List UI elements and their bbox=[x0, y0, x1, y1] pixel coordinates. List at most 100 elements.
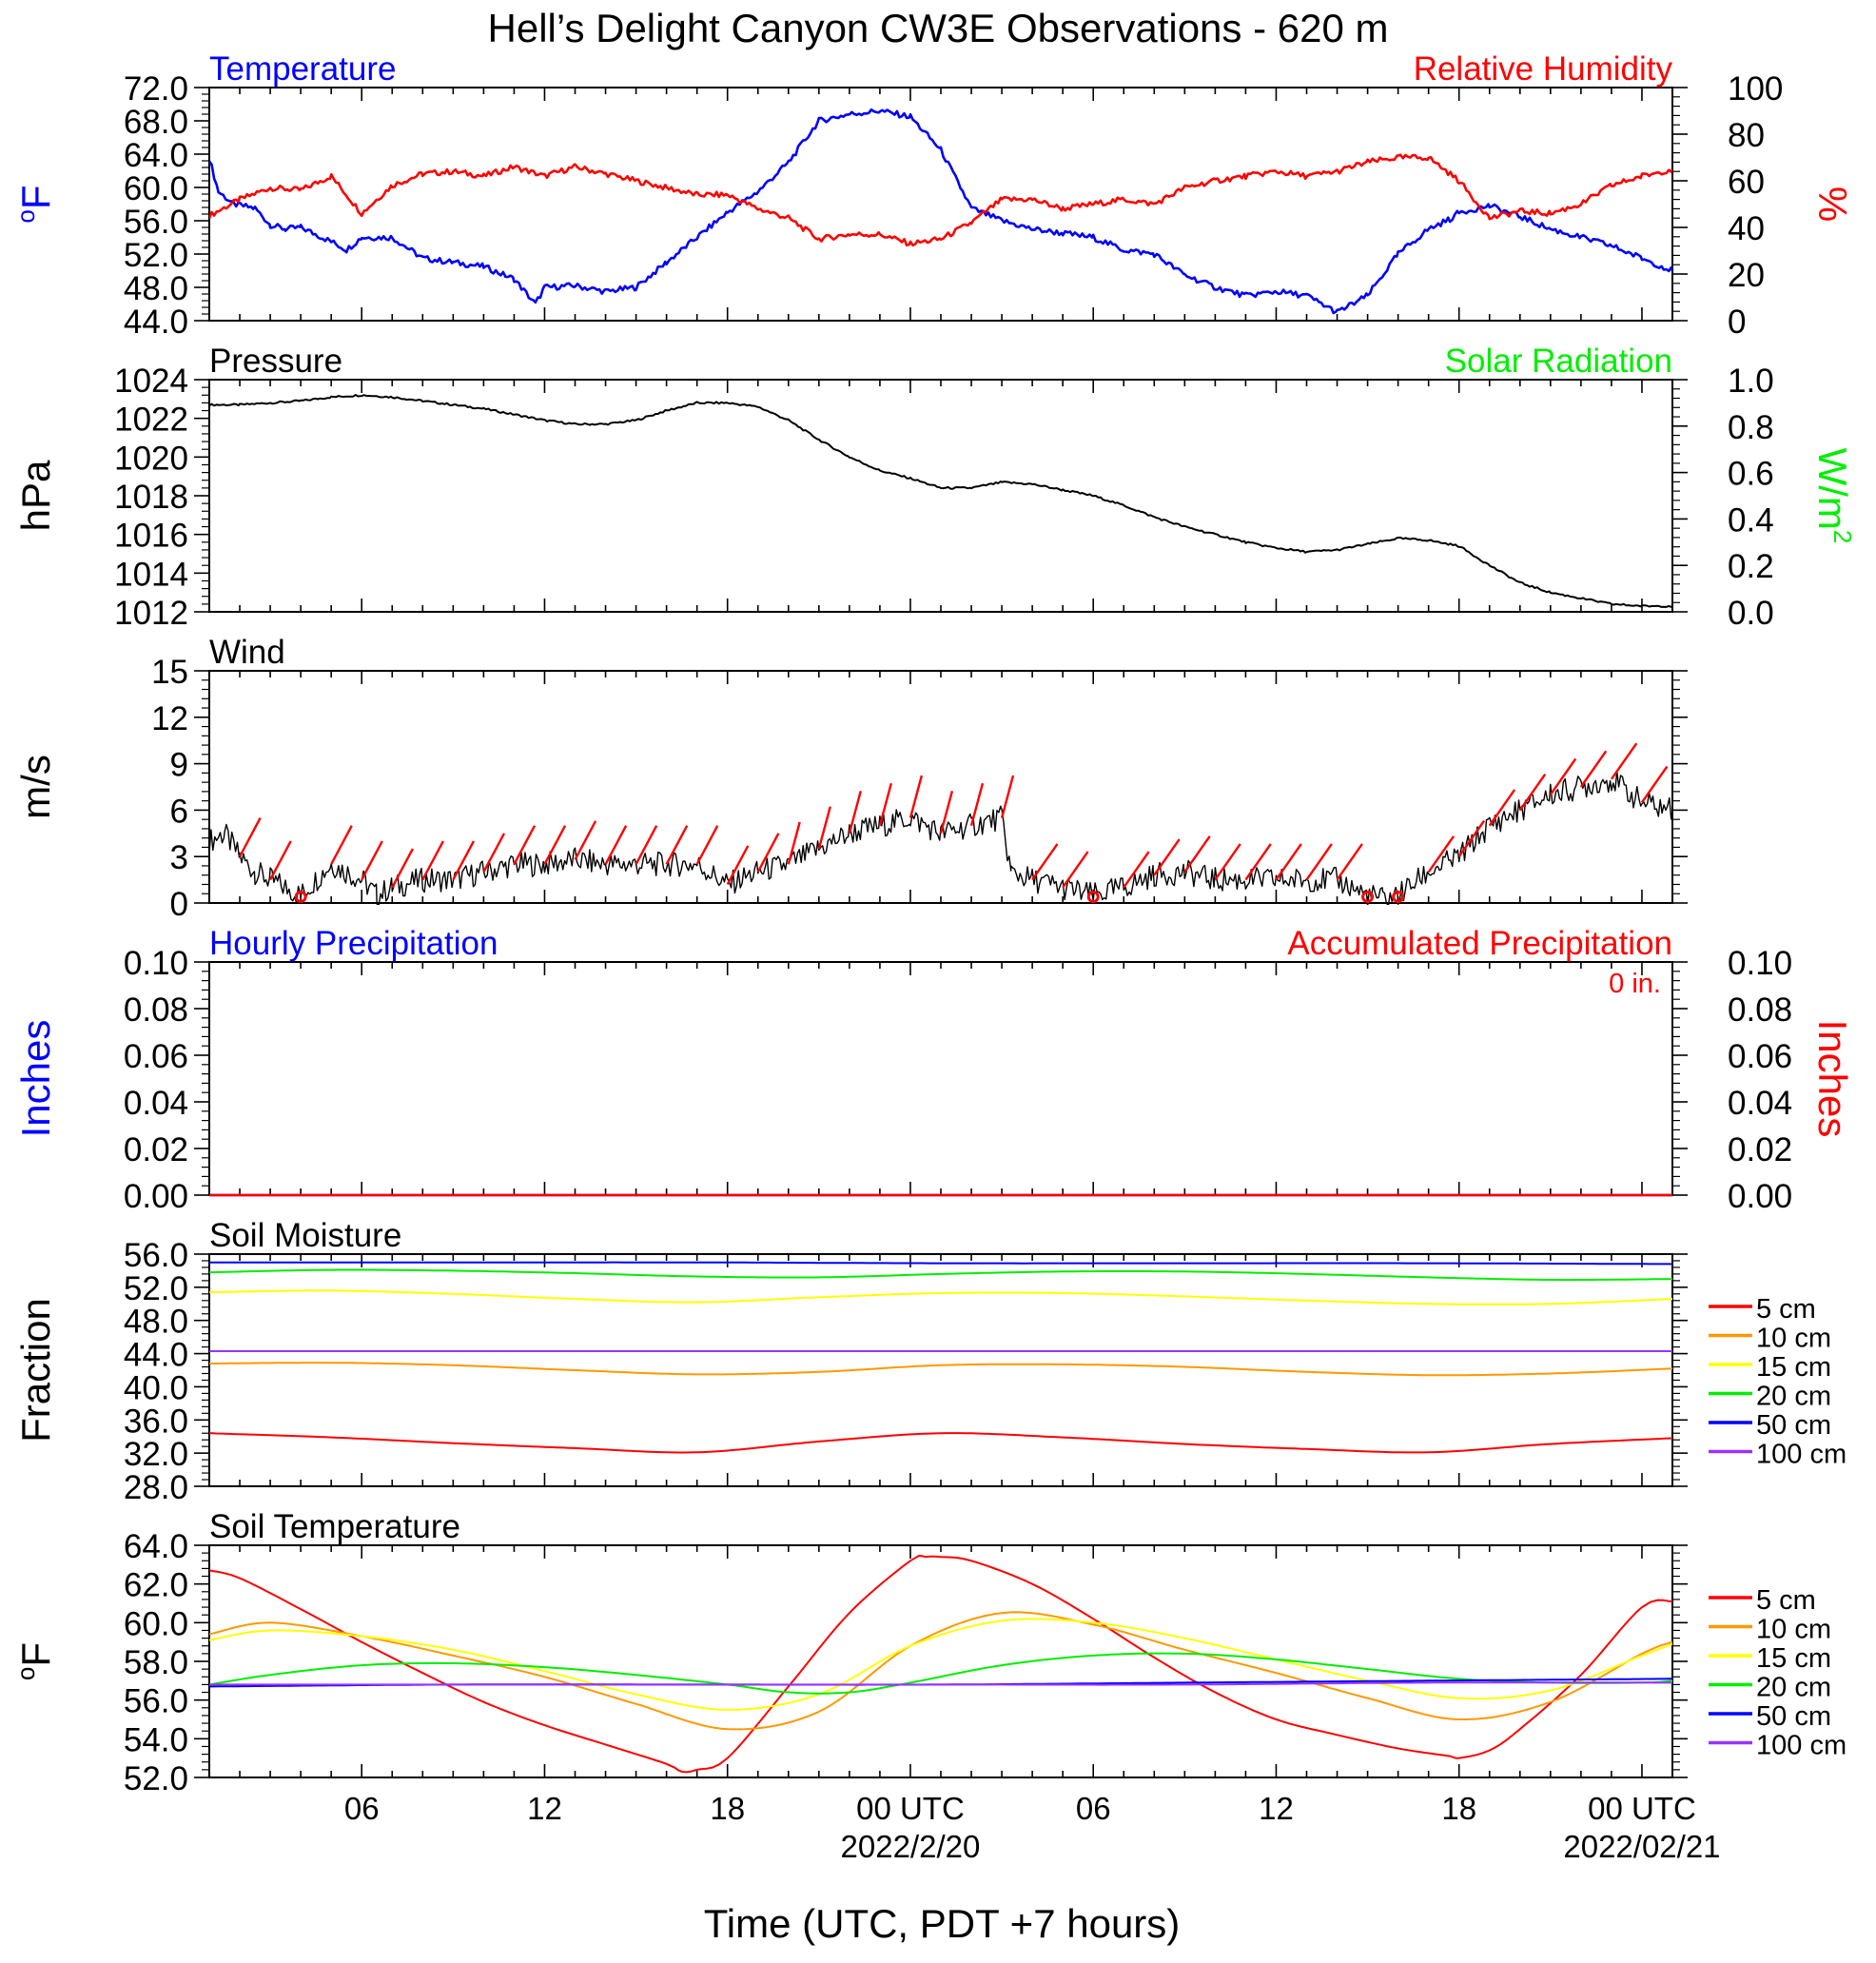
x-tick-label: 00 UTC bbox=[856, 1791, 965, 1826]
wind-barb bbox=[421, 840, 444, 881]
y-tick-label-left: 0.00 bbox=[124, 1178, 188, 1215]
wind-barb bbox=[1183, 835, 1211, 874]
unit-text: F bbox=[13, 1642, 58, 1667]
x-tick-label: 06 bbox=[1076, 1791, 1111, 1826]
panel-title-left: Hourly Precipitation bbox=[209, 925, 498, 962]
unit-superscript: 2 bbox=[1828, 530, 1857, 543]
wind-barb bbox=[269, 840, 292, 881]
wind-barb bbox=[1610, 742, 1638, 780]
x-tick-label: 18 bbox=[710, 1791, 745, 1826]
wind-barb bbox=[1518, 774, 1547, 812]
wind-barb bbox=[238, 817, 262, 857]
series-line-100-cm bbox=[209, 1681, 1672, 1686]
legend-label: 50 cm bbox=[1756, 1410, 1831, 1441]
series-line-5-cm bbox=[209, 1432, 1672, 1454]
y-tick-label-right: 0.00 bbox=[1728, 1178, 1792, 1215]
wind-barb bbox=[1305, 843, 1333, 881]
y-tick-label-right: 0.02 bbox=[1728, 1131, 1792, 1168]
y-axis-unit-left: Inches bbox=[13, 1020, 58, 1138]
y-tick-label-right: 60 bbox=[1728, 164, 1765, 201]
wind-barb bbox=[1640, 765, 1669, 803]
legend-label: 5 cm bbox=[1756, 1585, 1816, 1616]
panel-title-left: Soil Moisture bbox=[209, 1217, 401, 1254]
y-tick-label-right: 0 bbox=[1728, 304, 1746, 341]
legend-label: 15 cm bbox=[1756, 1643, 1831, 1674]
y-tick-label-right: 0.10 bbox=[1728, 945, 1792, 982]
wind-barb bbox=[1427, 835, 1456, 874]
y-tick-label-left: 36.0 bbox=[124, 1403, 188, 1440]
wind-barb bbox=[1244, 843, 1272, 881]
plot-frame bbox=[208, 961, 1673, 1196]
y-tick-label-left: 12 bbox=[151, 700, 188, 737]
y-tick-label-left: 1022 bbox=[114, 402, 188, 439]
panel-wind: 15 12 9 6 3 0 Wind m/s bbox=[13, 634, 1688, 923]
y-tick-label-left: 48.0 bbox=[124, 1304, 188, 1341]
legend-label: 20 cm bbox=[1756, 1673, 1831, 1703]
series-line-50-cm bbox=[209, 1261, 1672, 1266]
y-tick-label-right: 20 bbox=[1728, 257, 1765, 294]
x-date-label: 2022/02/21 bbox=[1563, 1829, 1720, 1864]
y-tick-label-left: 32.0 bbox=[124, 1436, 188, 1473]
y-axis-unit-left: oF bbox=[11, 1642, 58, 1680]
y-tick-label-left: 0.04 bbox=[124, 1085, 188, 1122]
wind-barb bbox=[1123, 851, 1150, 889]
y-tick-label-left: 62.0 bbox=[124, 1567, 188, 1604]
panel-title-right: Solar Radiation bbox=[1445, 343, 1672, 380]
wind-barb bbox=[695, 825, 719, 865]
y-tick-label-left: 64.0 bbox=[124, 1528, 188, 1565]
wind-barb bbox=[909, 775, 924, 818]
legend-label: 15 cm bbox=[1756, 1352, 1831, 1383]
wind-barb bbox=[939, 791, 954, 834]
legend-label: 20 cm bbox=[1756, 1382, 1831, 1412]
series-group bbox=[209, 108, 1672, 315]
y-tick-label-left: 56.0 bbox=[124, 1237, 188, 1274]
series-line-15-cm bbox=[209, 1289, 1672, 1305]
series-line-20-cm bbox=[209, 1268, 1672, 1282]
y-tick-label-left: 1020 bbox=[114, 440, 188, 477]
panel-soil_moisture: 56.052.048.044.040.036.032.028.0 Soil Moi… bbox=[13, 1217, 1847, 1506]
calm-wind-circle bbox=[294, 890, 307, 903]
x-tick-label: 12 bbox=[1259, 1791, 1294, 1826]
calm-wind-circle bbox=[1392, 890, 1405, 903]
wind-barb bbox=[878, 782, 892, 826]
y-axis-unit-left: Fraction bbox=[13, 1298, 58, 1443]
panel-title-right: Relative Humidity bbox=[1414, 50, 1673, 88]
y-axis-unit-left: m/s bbox=[13, 755, 58, 819]
accumulated-total-label: 0 in. bbox=[1609, 969, 1661, 999]
y-tick-label-right: 0.06 bbox=[1728, 1038, 1792, 1075]
legend-label: 100 cm bbox=[1756, 1731, 1847, 1761]
y-tick-label-left: 56.0 bbox=[124, 204, 188, 241]
wind-barb bbox=[1488, 789, 1516, 827]
legend-label: 10 cm bbox=[1756, 1615, 1831, 1645]
wind-barb bbox=[1062, 851, 1089, 889]
legend-label: 100 cm bbox=[1756, 1440, 1847, 1470]
y-axis-unit-right: W/m2 bbox=[1810, 448, 1857, 544]
panel-title-right: Accumulated Precipitation bbox=[1287, 925, 1672, 962]
x-axis-label: Time (UTC, PDT +7 hours) bbox=[704, 1901, 1181, 1946]
y-tick-label-left: 1024 bbox=[114, 363, 188, 400]
y-tick-label-left: 44.0 bbox=[124, 304, 188, 341]
unit-degree-prefix: o bbox=[11, 1667, 40, 1680]
y-tick-label-left: 0.08 bbox=[124, 991, 188, 1029]
y-tick-label-right: 0.04 bbox=[1728, 1085, 1792, 1122]
y-tick-label-right: 0.2 bbox=[1728, 548, 1774, 585]
wind-barb bbox=[361, 840, 383, 881]
wind-barb bbox=[330, 825, 353, 865]
y-tick-label-left: 3 bbox=[170, 839, 188, 876]
wind-barb bbox=[391, 848, 414, 889]
series-line-10-cm bbox=[209, 1362, 1672, 1377]
y-tick-label-left: 68.0 bbox=[124, 104, 188, 141]
y-tick-label-right: 80 bbox=[1728, 117, 1765, 154]
y-tick-label-left: 64.0 bbox=[124, 137, 188, 174]
panel-title-left: Pressure bbox=[209, 343, 342, 380]
legend-label: 10 cm bbox=[1756, 1324, 1831, 1354]
legend-label: 5 cm bbox=[1756, 1294, 1816, 1325]
series-line-wind bbox=[209, 770, 1672, 905]
wind-barb bbox=[513, 825, 537, 865]
panel-title-left: Wind bbox=[209, 634, 285, 671]
y-tick-label-left: 15 bbox=[151, 654, 188, 691]
panel-temp_rh: 72.068.064.060.056.052.048.044.0 100 80 60 4… bbox=[11, 50, 1855, 341]
